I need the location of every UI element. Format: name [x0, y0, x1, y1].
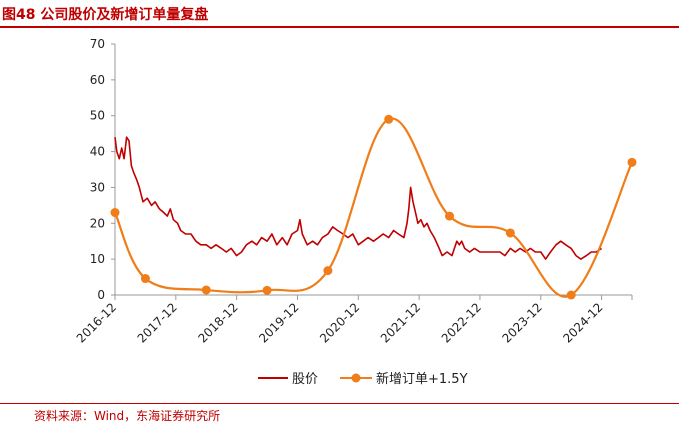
y-tick-label: 10: [90, 252, 105, 266]
x-tick-label: 2018-12: [195, 300, 240, 345]
x-tick-label: 2021-12: [378, 300, 423, 345]
new-orders-point: [201, 285, 211, 295]
x-tick-label: 2022-12: [439, 300, 484, 345]
x-tick-label: 2020-12: [317, 300, 362, 345]
x-tick-label: 2017-12: [135, 300, 180, 345]
new-orders-point: [140, 274, 150, 284]
legend-label-price: 股价: [292, 372, 318, 387]
x-tick-label: 2019-12: [256, 300, 301, 345]
new-orders-point: [445, 211, 455, 221]
y-tick-label: 0: [97, 288, 105, 302]
new-orders-point: [323, 266, 333, 276]
new-orders-point: [566, 290, 576, 300]
title-divider: [0, 26, 679, 28]
legend-marker-orders: [351, 373, 361, 383]
y-tick-label: 30: [90, 180, 105, 194]
chart-legend: 股价 新增订单+1.5Y: [258, 371, 468, 387]
new-orders-point: [505, 228, 515, 238]
y-tick-label: 60: [90, 73, 105, 87]
new-orders-point: [262, 285, 272, 295]
x-tick-label: 2023-12: [500, 300, 545, 345]
source-note: 资料来源：Wind，东海证券研究所: [34, 409, 221, 423]
chart-series: [110, 114, 637, 300]
y-tick-label: 40: [90, 145, 105, 159]
y-tick-label: 20: [90, 216, 105, 230]
figure-title: 图48 公司股价及新增订单量复盘: [2, 7, 209, 23]
chart-axes: 0 10 20 30 40 50 60 70 2016-12 2017-12 2018-12 2019…: [74, 37, 633, 346]
x-tick-label: 2016-12: [74, 300, 119, 345]
y-tick-label: 50: [90, 109, 105, 123]
legend-label-orders: 新增订单+1.5Y: [376, 371, 468, 387]
stock-price-line: [114, 136, 603, 260]
source-divider: [0, 403, 679, 404]
new-orders-point: [110, 208, 120, 218]
new-orders-point: [384, 114, 394, 124]
new-orders-point: [627, 157, 637, 167]
x-tick-label: 2024-12: [560, 300, 605, 345]
new-orders-line: [113, 117, 634, 298]
price-order-chart: 0 10 20 30 40 50 60 70 2016-12 2017-12 2018-12 2019…: [74, 37, 637, 387]
y-tick-label: 70: [90, 37, 105, 51]
